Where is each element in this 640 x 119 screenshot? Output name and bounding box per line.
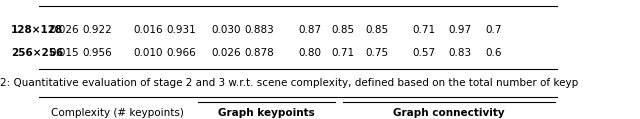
Text: 0.878: 0.878: [244, 48, 274, 58]
Text: 0.922: 0.922: [83, 25, 113, 35]
Text: Graph connectivity: Graph connectivity: [393, 108, 505, 118]
Text: 0.966: 0.966: [166, 48, 196, 58]
Text: 0.956: 0.956: [83, 48, 113, 58]
Text: 0.010: 0.010: [133, 48, 163, 58]
Text: 0.57: 0.57: [412, 48, 435, 58]
Text: 0.83: 0.83: [449, 48, 472, 58]
Text: 0.75: 0.75: [365, 48, 388, 58]
Text: 0.7: 0.7: [485, 25, 502, 35]
Text: Graph keypoints: Graph keypoints: [218, 108, 315, 118]
Text: 0.85: 0.85: [365, 25, 388, 35]
Text: 0.85: 0.85: [332, 25, 355, 35]
Text: 0.030: 0.030: [211, 25, 241, 35]
Text: 0.71: 0.71: [412, 25, 435, 35]
Text: 0.931: 0.931: [166, 25, 196, 35]
Text: 2: Quantitative evaluation of stage 2 and 3 w.r.t. scene complexity, defined bas: 2: Quantitative evaluation of stage 2 an…: [0, 78, 579, 88]
Text: Complexity (# keypoints): Complexity (# keypoints): [51, 108, 184, 118]
Text: 128×128: 128×128: [11, 25, 63, 35]
Text: 0.97: 0.97: [449, 25, 472, 35]
Text: 0.87: 0.87: [298, 25, 321, 35]
Text: 0.026: 0.026: [49, 25, 79, 35]
Text: 0.71: 0.71: [332, 48, 355, 58]
Text: 256×256: 256×256: [11, 48, 63, 58]
Text: 0.026: 0.026: [211, 48, 241, 58]
Text: 0.6: 0.6: [485, 48, 502, 58]
Text: 0.80: 0.80: [298, 48, 321, 58]
Text: 0.015: 0.015: [49, 48, 79, 58]
Text: 0.883: 0.883: [244, 25, 274, 35]
Text: 0.016: 0.016: [133, 25, 163, 35]
